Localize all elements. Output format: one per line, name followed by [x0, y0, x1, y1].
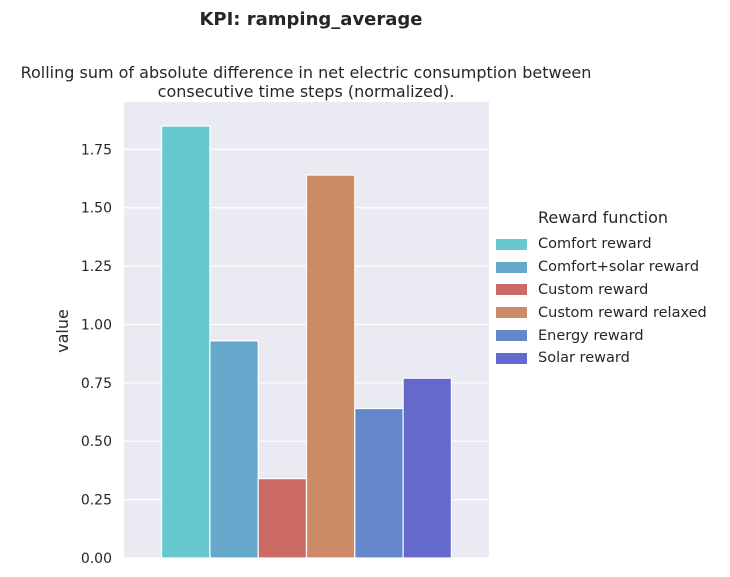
legend-label: Solar reward [538, 350, 630, 367]
legend-item: Custom reward [496, 279, 707, 302]
y-tick-label: 0.25 [81, 493, 112, 509]
legend-label: Custom reward relaxed [538, 304, 707, 321]
legend-swatch [496, 307, 527, 319]
legend-item: Energy reward [496, 324, 707, 347]
y-tick-label: 1.25 [81, 259, 112, 275]
legend-swatch [496, 238, 527, 250]
bar-custom-reward [257, 478, 308, 559]
y-tick-label: 1.75 [81, 142, 112, 158]
legend-label: Comfort+solar reward [538, 259, 700, 276]
legend-swatch [496, 284, 527, 296]
bar-comfort-solar-reward [209, 340, 259, 559]
y-axis-label: value [53, 309, 72, 353]
chart-title: KPI: ramping_average [199, 9, 422, 30]
legend-swatch [496, 330, 527, 342]
y-tick-label: 0.75 [81, 376, 112, 392]
chart-subtitle-line-2: consecutive time steps (normalized). [158, 82, 455, 101]
bar-comfort-reward [161, 125, 211, 559]
legend-label: Energy reward [538, 327, 644, 344]
legend-item: Solar reward [496, 347, 707, 370]
y-tick-label: 1.50 [81, 201, 112, 217]
legend-swatch [496, 352, 527, 364]
bar-solar-reward [402, 377, 453, 559]
legend-label: Comfort reward [538, 236, 652, 253]
bars [161, 125, 453, 559]
y-tick-label: 1.00 [81, 317, 112, 333]
bar-custom-reward-relaxed [305, 174, 356, 559]
y-tick-label: 0.00 [81, 551, 112, 567]
y-tick-label: 0.50 [81, 434, 112, 450]
y-tick-labels: 0.00 0.25 0.50 0.75 1.00 1.25 1.50 1.75 [81, 142, 112, 567]
legend-item: Custom reward relaxed [496, 301, 707, 324]
legend-items: Comfort reward Comfort+solar reward Custom… [496, 233, 707, 370]
legend-title: Reward function [538, 208, 669, 227]
legend-item: Comfort reward [496, 233, 707, 256]
legend: Reward function Comfort reward Comfort+so… [496, 208, 707, 370]
bar-energy-reward [354, 407, 404, 559]
legend-label: Custom reward [538, 281, 649, 298]
legend-item: Comfort+solar reward [496, 256, 707, 279]
chart-subtitle-line-1: Rolling sum of absolute difference in ne… [21, 63, 592, 82]
legend-swatch [496, 261, 527, 273]
